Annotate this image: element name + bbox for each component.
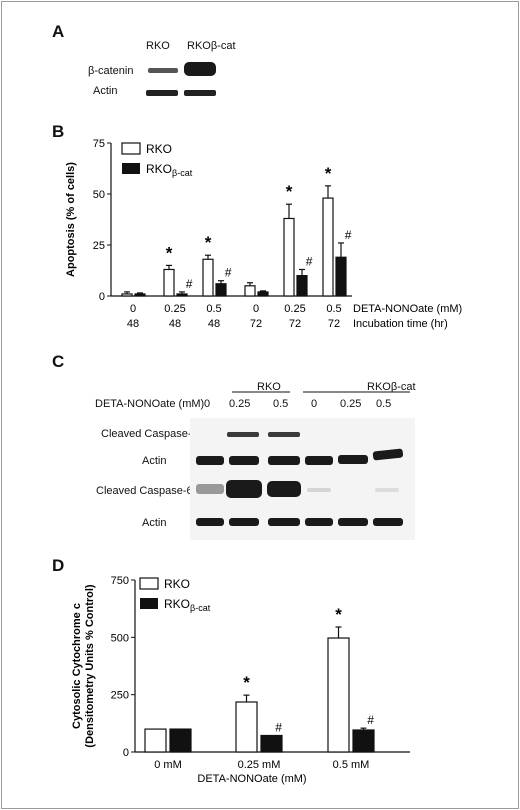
- x-tick-label: 0.5 mM: [333, 759, 370, 771]
- significance-star: *: [286, 182, 293, 201]
- x-tick-label-time: 48: [208, 318, 220, 330]
- panel-c-dose: 0: [311, 398, 318, 410]
- legend-label-rko: RKO: [164, 577, 190, 591]
- x-tick-label-time: 72: [328, 318, 340, 330]
- x-tick-label-dose: 0: [253, 303, 259, 315]
- significance-hash: #: [306, 254, 313, 268]
- panel-c-dose: 0: [204, 398, 211, 410]
- significance-star: *: [325, 164, 332, 183]
- x-tick-label-dose: 0.5: [206, 303, 221, 315]
- y-axis-label: Apoptosis (% of cells): [65, 162, 77, 277]
- significance-hash: #: [275, 720, 282, 734]
- x-tick-label-dose: 0.25: [164, 303, 185, 315]
- panel-a-lane-rko-bcat: RKOβ-cat: [187, 40, 236, 52]
- x-tick-label-time: 72: [250, 318, 262, 330]
- x-tick-label-time: 72: [289, 318, 301, 330]
- y-tick-label: 50: [93, 189, 105, 201]
- panel-c-letter: C: [52, 352, 65, 371]
- significance-star: *: [243, 673, 250, 692]
- panel-c-dose: 0.5: [376, 398, 392, 410]
- x-axis-label: DETA-NONOate (mM): [197, 773, 306, 785]
- panel-c-dose: 0.5: [273, 398, 289, 410]
- y-tick-label: 250: [111, 690, 129, 702]
- bar-rko-bcat: [352, 729, 375, 753]
- bar-rko: [327, 637, 350, 753]
- legend-label-rko: RKO: [146, 142, 172, 156]
- y-tick-label: 750: [111, 575, 129, 587]
- x-tick-label-dose: 0.5: [326, 303, 341, 315]
- panel-a-letter: A: [52, 22, 65, 41]
- y-tick-label: 500: [111, 632, 129, 644]
- panel-a-row-actin: Actin: [93, 85, 118, 97]
- legend-swatch-rko: [139, 577, 159, 590]
- panel-c-dose: 0.25: [340, 398, 362, 410]
- panel-c-row-caspase3: Cleaved Caspase-3: [101, 428, 198, 440]
- panel-c-treatment-label: DETA-NONOate (mM): [95, 398, 205, 410]
- x-tick-label-dose: 0: [130, 303, 136, 315]
- panel-c-dose: 0.25: [229, 398, 251, 410]
- x-row1-label: DETA-NONOate (mM): [353, 303, 462, 315]
- x-row2-label: Incubation time (hr): [353, 318, 448, 330]
- panel-c-row-actin-1: Actin: [142, 455, 167, 467]
- significance-star: *: [335, 605, 342, 624]
- panel-c-group-rko: RKO: [257, 381, 281, 393]
- x-tick-label-dose: 0.25: [284, 303, 305, 315]
- bar-rko-bcat: [260, 734, 283, 753]
- significance-hash: #: [367, 713, 374, 727]
- y-tick-label: 0: [99, 291, 105, 303]
- bar-rko: [235, 701, 258, 753]
- y-axis-label: Cytosolic Cytochrome c: [71, 603, 83, 729]
- significance-star: *: [166, 243, 173, 262]
- x-tick-label: 0.25 mM: [238, 759, 281, 771]
- legend-swatch-rko-bcat: [122, 163, 140, 174]
- y-tick-label: 0: [123, 747, 129, 759]
- y-axis-label: (Densitometry Units % Control): [84, 584, 96, 748]
- panel-a-row-beta-catenin: β-catenin: [88, 65, 134, 77]
- significance-star: *: [205, 233, 212, 252]
- significance-hash: #: [225, 266, 232, 280]
- panel-d-letter: D: [52, 556, 65, 575]
- panel-b-letter: B: [52, 122, 65, 141]
- panel-c-row-caspase6: Cleaved Caspase-6: [96, 485, 193, 497]
- bar-rko-bcat: [169, 728, 192, 753]
- x-tick-label-time: 48: [169, 318, 181, 330]
- x-tick-label-time: 48: [127, 318, 139, 330]
- x-tick-label: 0 mM: [154, 759, 182, 771]
- panel-c-row-actin-2: Actin: [142, 517, 167, 529]
- legend-swatch-rko: [121, 142, 141, 155]
- bar-rko: [144, 728, 167, 753]
- panel-a-lane-rko: RKO: [146, 40, 170, 52]
- significance-hash: #: [186, 277, 193, 291]
- panel-c-group-rko-bcat: RKOβ-cat: [367, 381, 416, 393]
- y-tick-label: 25: [93, 240, 105, 252]
- y-tick-label: 75: [93, 138, 105, 150]
- legend-label-rko-bcat: RKOβ-cat: [164, 597, 211, 613]
- significance-hash: #: [345, 228, 352, 242]
- legend-swatch-rko-bcat: [140, 598, 158, 609]
